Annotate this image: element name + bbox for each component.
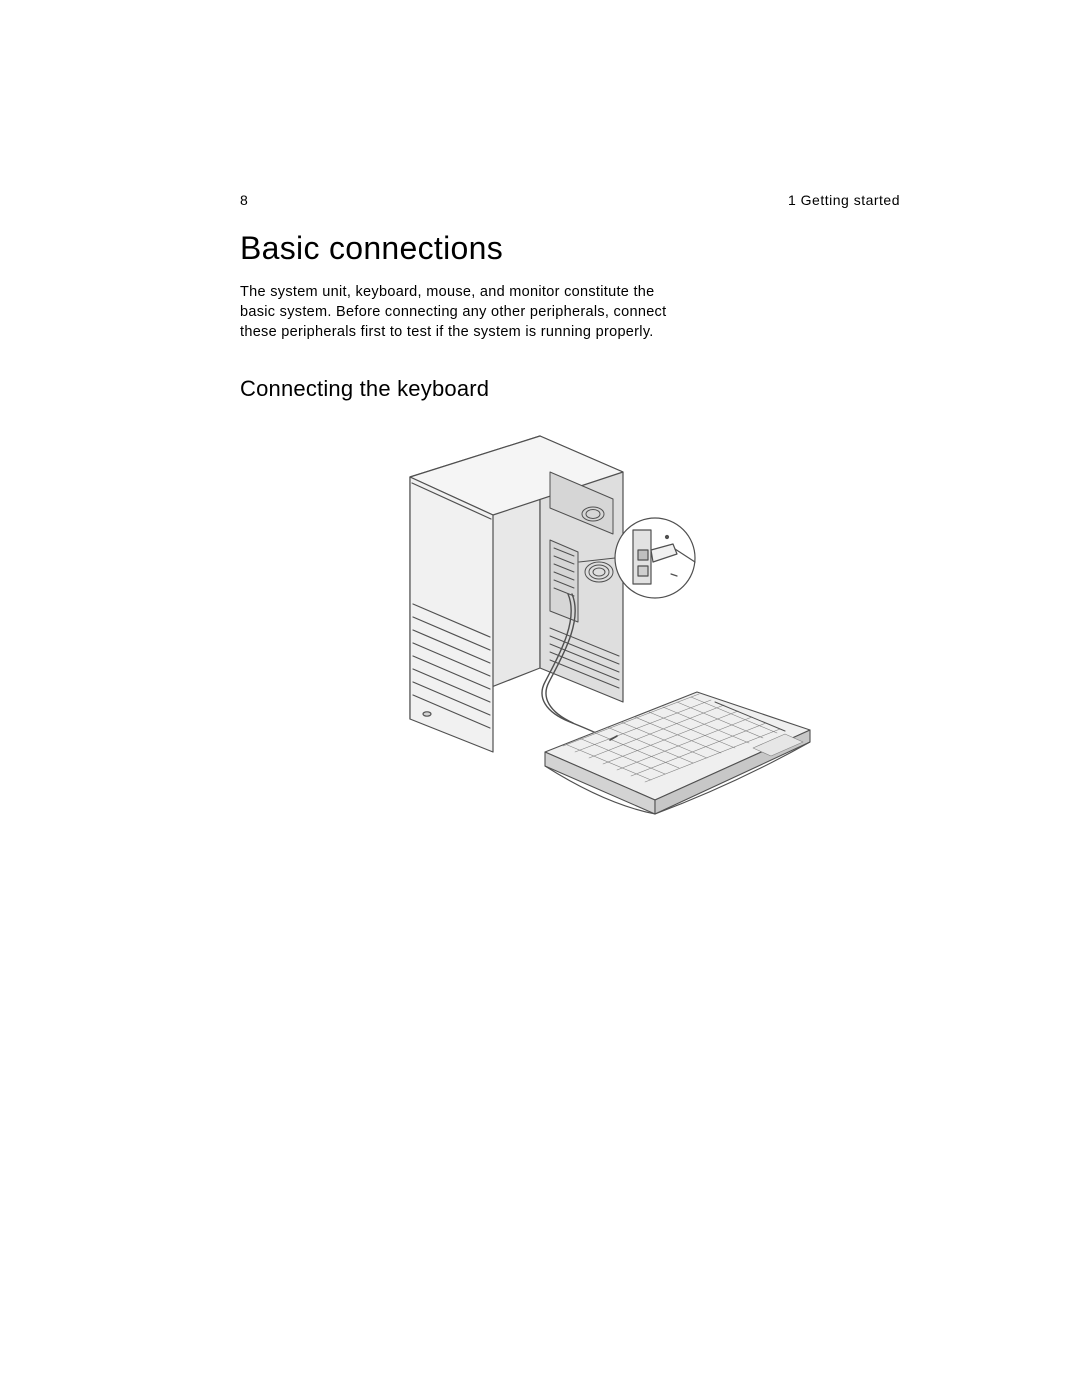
page-number: 8 bbox=[240, 192, 248, 208]
page-header: 8 1 Getting started bbox=[240, 192, 900, 208]
keyboard-icon bbox=[545, 692, 810, 814]
section-heading: Basic connections bbox=[240, 230, 900, 267]
document-page: 8 1 Getting started Basic connections Th… bbox=[0, 0, 1080, 1397]
keyboard-connection-illustration bbox=[355, 422, 825, 822]
system-tower-icon bbox=[410, 436, 623, 752]
intro-paragraph: The system unit, keyboard, mouse, and mo… bbox=[240, 282, 680, 342]
subsection-heading: Connecting the keyboard bbox=[240, 376, 900, 402]
figure-container bbox=[240, 422, 920, 822]
port-callout-icon bbox=[615, 518, 695, 598]
chapter-label: 1 Getting started bbox=[788, 192, 900, 208]
